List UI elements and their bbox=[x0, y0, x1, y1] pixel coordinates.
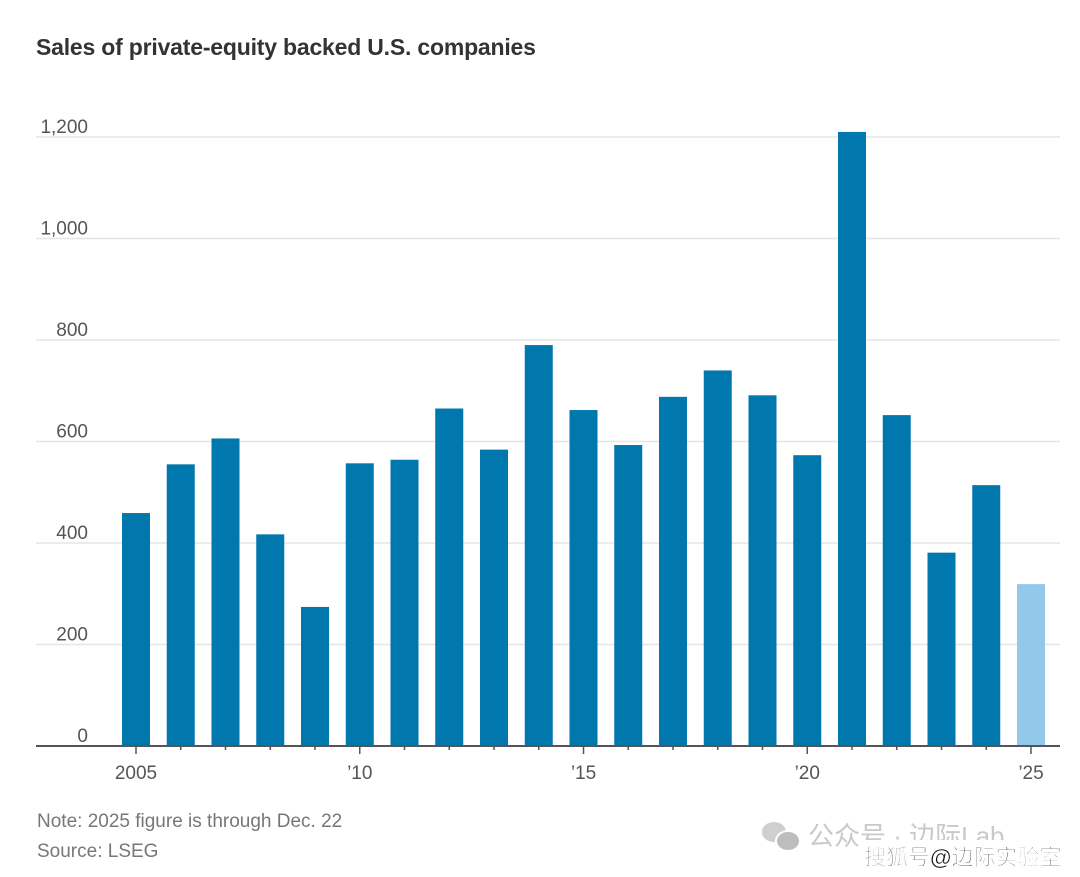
bar-2005 bbox=[122, 513, 150, 746]
bar-2009 bbox=[301, 606, 329, 746]
bar-2015 bbox=[569, 410, 598, 746]
bar-2021 bbox=[838, 131, 866, 747]
bar-2007 bbox=[211, 438, 240, 746]
wechat-icon bbox=[762, 820, 801, 852]
y-tick-label: 600 bbox=[56, 422, 88, 443]
bar-2010 bbox=[345, 463, 374, 746]
bar-2014 bbox=[524, 345, 553, 746]
chart-title: Sales of private-equity backed U.S. comp… bbox=[36, 34, 536, 60]
y-tick-label: 800 bbox=[56, 320, 88, 341]
x-tick-label: 2005 bbox=[115, 763, 157, 784]
x-axis-tick-labels: 2005 ’10 ’15 ’20 ’25 bbox=[115, 763, 1044, 784]
bar-2016 bbox=[614, 445, 643, 746]
bar-2018 bbox=[703, 370, 732, 746]
bar-2006 bbox=[166, 464, 195, 746]
chart-notes: Note: 2025 figure is through Dec. 22 Sou… bbox=[37, 807, 342, 867]
bar-2024 bbox=[972, 485, 1001, 746]
bar-2022 bbox=[882, 415, 911, 746]
y-tick-label: 1,000 bbox=[40, 219, 88, 240]
bar-2019 bbox=[748, 395, 777, 746]
x-tick-label: ’10 bbox=[347, 763, 372, 784]
bar-2008 bbox=[256, 534, 285, 746]
x-tick-label: ’25 bbox=[1018, 763, 1043, 784]
y-tick-label: 1,200 bbox=[40, 117, 88, 138]
bar-2023 bbox=[927, 552, 956, 746]
note-text: Note: 2025 figure is through Dec. 22 bbox=[37, 811, 343, 832]
bar-2020 bbox=[793, 455, 822, 746]
bar-2025 bbox=[1017, 584, 1045, 746]
y-tick-label: 200 bbox=[56, 625, 88, 646]
x-tick-label: ’15 bbox=[571, 763, 596, 784]
x-axis bbox=[36, 745, 1060, 754]
y-axis-tick-labels: 0 200 400 600 800 1,000 1,200 bbox=[40, 117, 88, 747]
watermark-sohu: 搜狐号@边际实验室 bbox=[862, 840, 1064, 872]
x-tick-label: ’20 bbox=[795, 763, 820, 784]
bar-2011 bbox=[390, 459, 419, 746]
bar-2012 bbox=[435, 408, 464, 746]
source-text: Source: LSEG bbox=[37, 841, 159, 862]
bar-chart: 0 200 400 600 800 1,000 1,200 2005 ’10 ’15 ’20 ’25 bbox=[36, 117, 1060, 784]
bar-2017 bbox=[659, 396, 687, 746]
bar-2013 bbox=[480, 449, 508, 746]
y-tick-label: 0 bbox=[77, 726, 88, 747]
bars bbox=[122, 131, 1045, 747]
y-tick-label: 400 bbox=[56, 523, 88, 544]
